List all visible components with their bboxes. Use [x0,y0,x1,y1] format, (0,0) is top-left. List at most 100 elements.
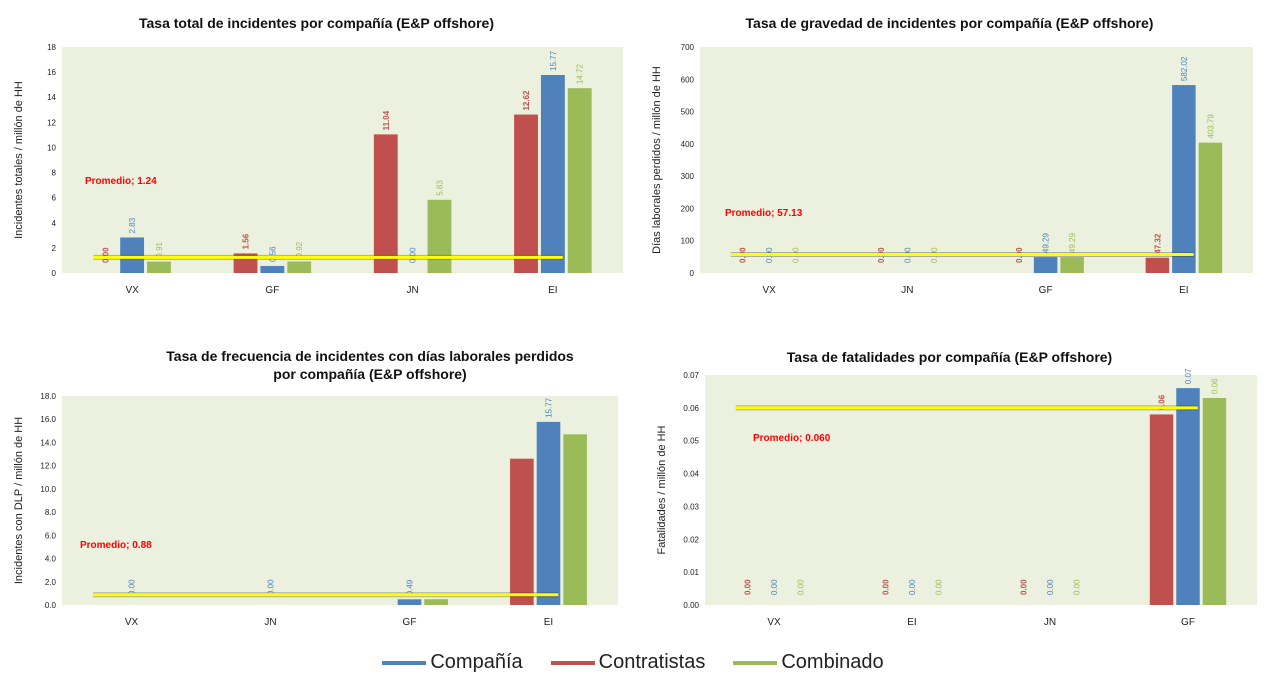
data-label: 0.49 [406,579,415,595]
data-label: 15.77 [545,397,554,418]
legend-swatch [733,660,778,665]
y-axis-label: Días laborales perdidos / millón de HH [651,66,663,254]
data-label: 0.00 [409,247,418,263]
chart-title: Tasa de frecuencia de incidentes con día… [166,348,574,382]
x-tick-label: JN [264,617,276,628]
data-label: 0.00 [770,579,779,595]
chart-svg: 0 2 4 6 8 10 12 14 16 18 Incidentes totales / mill… [13,43,623,296]
bar [397,599,422,605]
y-tick-label: 18 [47,43,56,52]
data-label: 0.00 [1072,579,1081,595]
y-tick-label: 10.0 [40,485,56,494]
y-tick-label: 14 [47,93,56,102]
bar [1033,257,1058,273]
y-tick-label: 100 [681,237,695,246]
chart-panel-lost-days-frequency: Tasa de frecuencia de incidentes con día… [0,325,633,650]
y-tick-label: 16 [47,68,56,77]
chart-svg: 0.00 0.01 0.02 0.03 0.04 0.05 0.06 0.07 Fatalida… [656,368,1257,628]
x-tick-label: GF [1039,285,1053,296]
y-tick-label: 0.00 [683,601,699,610]
y-tick-label: 700 [681,43,695,52]
bar [563,434,587,605]
bar [1176,388,1200,605]
y-tick-label: 0.07 [683,371,699,380]
data-label: 0.06 [1210,378,1219,394]
y-tick-label: 14.0 [40,438,56,447]
legend-item-contratistas: Contratistas [550,651,706,674]
x-tick-label: EI [907,617,916,628]
y-tick-label: 0.05 [683,437,699,446]
x-tick-label: GF [1181,617,1195,628]
data-label: 403.79 [1206,114,1215,139]
y-tick-label: 0.06 [683,404,699,413]
chart-svg: 0.0 2.0 4.0 6.0 8.0 10.0 12.0 14.0 16.0 18.0 Incid… [13,392,618,628]
x-tick-label: JN [407,285,419,296]
data-label: 0.07 [1184,368,1193,384]
bar [567,88,592,273]
chart-title: Tasa de fatalidades por compañía (E&P of… [786,349,1113,365]
x-tick-label: EI [548,285,557,296]
bar [120,237,145,273]
average-label: Promedio; 1.24 [85,176,157,187]
y-tick-label: 2 [52,244,57,253]
chart-panel-total-incidents: Tasa total de incidentes por compañía (E… [0,0,633,325]
legend-label: Combinado [781,651,884,673]
bar [424,599,448,605]
data-label: 0.00 [908,579,917,595]
average-label: Promedio; 0.88 [80,540,152,551]
average-label: Promedio; 57.13 [725,208,803,219]
data-label: 1.56 [242,233,251,249]
legend-item-combinado: Combinado [733,651,884,674]
chart-title: Tasa de gravedad de incidentes por compa… [745,15,1154,31]
bar [514,114,538,273]
x-tick-label: VX [125,617,139,628]
y-axis-label: Incidentes con DLP / millón de HH [13,417,25,584]
x-tick-label: JN [1044,617,1056,628]
data-label: 0.00 [934,579,943,595]
bar [260,265,285,273]
data-label: 47.32 [1153,233,1162,254]
bar [287,261,312,273]
y-tick-label: 8 [52,169,57,178]
legend-label: Compañía [430,651,523,673]
y-tick-label: 200 [681,204,695,213]
y-tick-label: 2.0 [45,578,57,587]
data-label: 0.00 [267,579,276,595]
legend-swatch [382,660,427,665]
chart-legend: Compañía Contratistas Combinado [0,650,1266,675]
y-tick-label: 6 [52,194,57,203]
data-label: 15.77 [549,50,558,71]
chart-panel-severity: Tasa de gravedad de incidentes por compa… [633,0,1266,325]
x-tick-label: JN [901,285,913,296]
y-tick-label: 8.0 [45,508,57,517]
x-tick-label: EI [544,617,553,628]
data-label: 0.00 [882,579,891,595]
y-tick-label: 500 [681,108,695,117]
bar [540,74,565,273]
data-label: 0.00 [1020,579,1029,595]
data-label: 2.83 [128,217,137,233]
bar [147,261,171,273]
y-tick-label: 12 [47,118,56,127]
chart-title: Tasa total de incidentes por compañía (E… [139,15,494,31]
x-tick-label: GF [265,285,279,296]
plot-area [700,47,1253,273]
legend-swatch [550,660,595,665]
bar [1202,398,1227,605]
bar [1149,414,1174,605]
data-label: 0.92 [295,241,304,257]
data-label: 0.00 [796,579,805,595]
chart-svg: 0 100 200 300 400 500 600 700 Días laborales per… [651,43,1253,296]
x-tick-label: VX [125,285,139,296]
y-tick-label: 10 [47,143,56,152]
y-tick-label: 18.0 [40,392,56,401]
data-label: 0.00 [128,579,137,595]
data-label: 0.00 [101,247,110,263]
y-tick-label: 4 [52,219,57,228]
legend-label: Contratistas [598,651,706,673]
y-tick-label: 12.0 [40,462,56,471]
data-label: 14.72 [576,64,585,85]
bar [1060,257,1084,273]
data-label: 12.62 [522,90,531,111]
x-tick-label: EI [1179,285,1188,296]
